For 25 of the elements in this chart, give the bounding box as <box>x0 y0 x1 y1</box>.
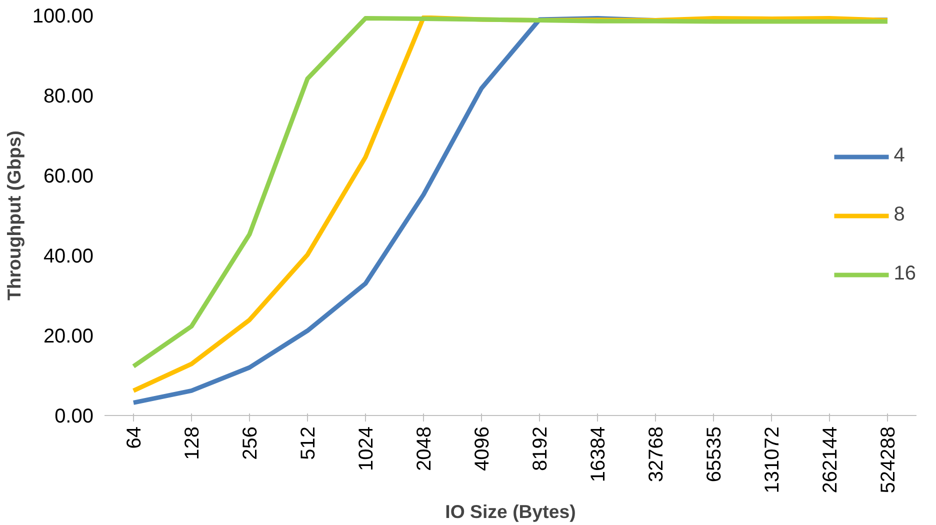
x-tick-label: 8192 <box>530 426 552 471</box>
y-axis-title: Throughput (Gbps) <box>3 130 24 300</box>
legend-label: 8 <box>894 204 906 226</box>
x-tick-label: 256 <box>240 426 262 460</box>
x-tick-label: 64 <box>124 426 146 449</box>
y-tick-label: 100.00 <box>32 6 94 28</box>
x-tick-label: 2048 <box>414 426 436 471</box>
x-tick-label: 65535 <box>704 426 726 482</box>
x-tick-label: 16384 <box>588 426 610 482</box>
legend-label: 4 <box>894 144 906 168</box>
x-tick-label: 32768 <box>646 426 668 482</box>
y-tick-label: 40.00 <box>43 246 94 268</box>
x-tick-label: 128 <box>182 426 204 460</box>
y-tick-label: 0.00 <box>54 406 94 428</box>
x-tick-label: 131072 <box>762 426 784 494</box>
y-tick-label: 60.00 <box>43 166 94 188</box>
x-tick-label: 4096 <box>472 426 494 471</box>
x-axis-title: IO Size (Bytes) <box>445 501 576 522</box>
legend-label: 16 <box>894 262 916 286</box>
x-tick-label: 1024 <box>356 426 378 471</box>
y-tick-label: 80.00 <box>43 86 94 108</box>
x-tick-label: 512 <box>298 426 320 460</box>
x-tick-label: 262144 <box>820 426 842 494</box>
x-tick-label: 524288 <box>878 426 900 494</box>
y-tick-label: 20.00 <box>43 326 94 348</box>
